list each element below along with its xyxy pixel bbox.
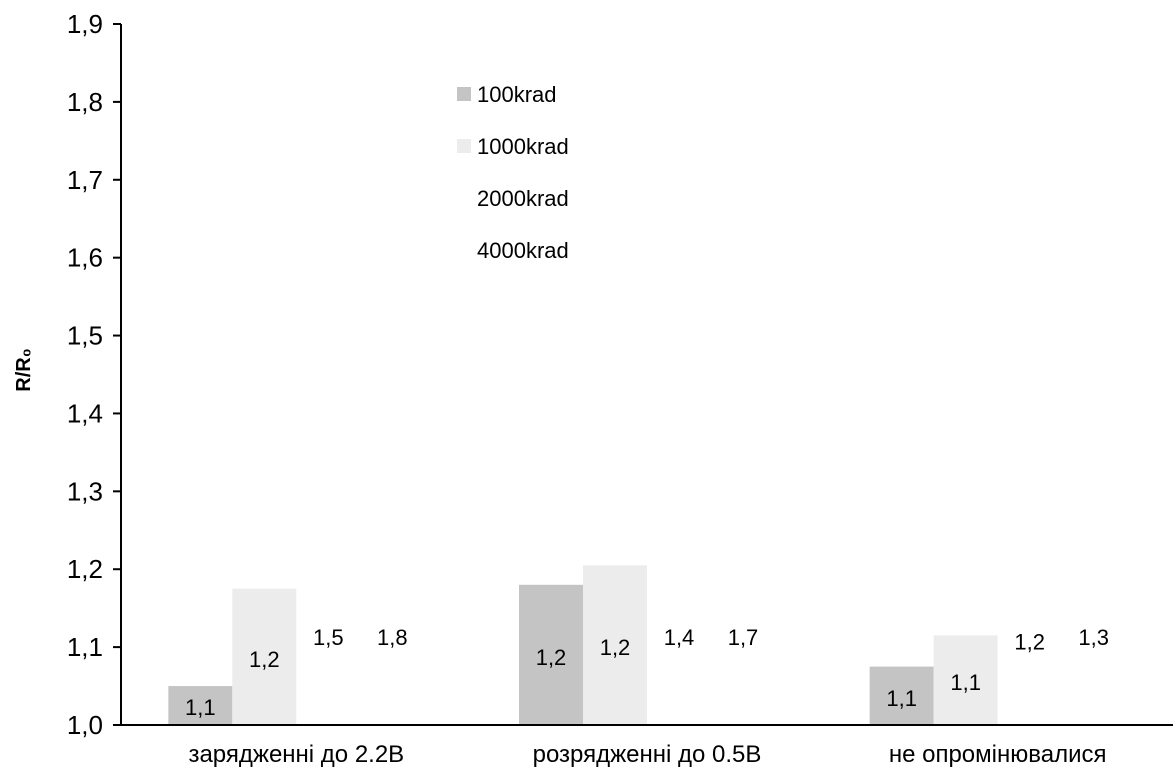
bar — [869, 666, 934, 725]
y-tick-label: 1,3 — [67, 476, 103, 506]
y-tick-label: 1,5 — [67, 321, 103, 351]
bar — [997, 553, 1062, 725]
bar — [711, 164, 775, 725]
data-label: 1,4 — [664, 625, 695, 650]
x-tick-label: розрядженні до 0.5В — [533, 741, 762, 768]
y-tick-label: 1,0 — [67, 710, 103, 740]
data-label: 1,8 — [377, 625, 408, 650]
bar — [647, 405, 711, 725]
bars-layer — [168, 109, 1126, 725]
legend-label: 100krad — [477, 82, 557, 107]
x-tick-label: не опромінювалися — [889, 741, 1107, 768]
legend-label: 2000krad — [477, 186, 569, 211]
data-labels-layer: 1,1 1,2 1,5 1,8 1,2 1,2 1,4 1,7 1,1 1,1 1,2 1,3 — [185, 625, 1109, 720]
bar — [168, 686, 233, 725]
bar — [360, 109, 425, 725]
x-tick-label: зарядженні до 2.2В — [188, 741, 404, 768]
legend-swatch — [457, 139, 471, 153]
bar — [296, 374, 361, 725]
data-label: 1,2 — [536, 645, 567, 670]
y-tick-label: 1,9 — [67, 9, 103, 39]
bar — [933, 635, 998, 725]
data-label: 1,1 — [950, 670, 981, 695]
y-tick-label: 1,2 — [67, 554, 103, 584]
bar — [583, 565, 647, 725]
data-label: 1,2 — [249, 647, 280, 672]
legend-label: 1000krad — [477, 134, 569, 159]
data-label: 1,1 — [185, 695, 216, 720]
data-label: 1,2 — [600, 635, 631, 660]
y-tick-label: 1,6 — [67, 243, 103, 273]
bar — [232, 588, 297, 725]
data-label: 1,1 — [886, 686, 917, 711]
y-tick-label: 1,8 — [67, 87, 103, 117]
legend-swatch — [457, 87, 471, 101]
data-label: 1,7 — [728, 625, 759, 650]
legend-swatch — [457, 191, 471, 205]
y-axis-label: R/R₀ — [13, 348, 35, 391]
data-label: 1,2 — [1014, 629, 1045, 654]
x-tick-labels-layer: зарядженні до 2.2В розрядженні до 0.5В не … — [188, 741, 1106, 768]
y-tick-label: 1,1 — [67, 632, 103, 662]
legend-swatch — [457, 243, 471, 257]
bar — [519, 584, 583, 725]
y-ticks-layer: 1,0 1,1 1,2 1,3 1,4 1,5 1,6 1,7 1,8 1,9 — [67, 9, 121, 740]
data-label: 1,5 — [313, 625, 344, 650]
bar — [1061, 491, 1126, 725]
y-tick-label: 1,4 — [67, 398, 103, 428]
legend: 100krad 1000krad 2000krad 4000krad — [457, 82, 569, 263]
data-label: 1,3 — [1078, 625, 1109, 650]
y-tick-label: 1,7 — [67, 165, 103, 195]
legend-label: 4000krad — [477, 238, 569, 263]
